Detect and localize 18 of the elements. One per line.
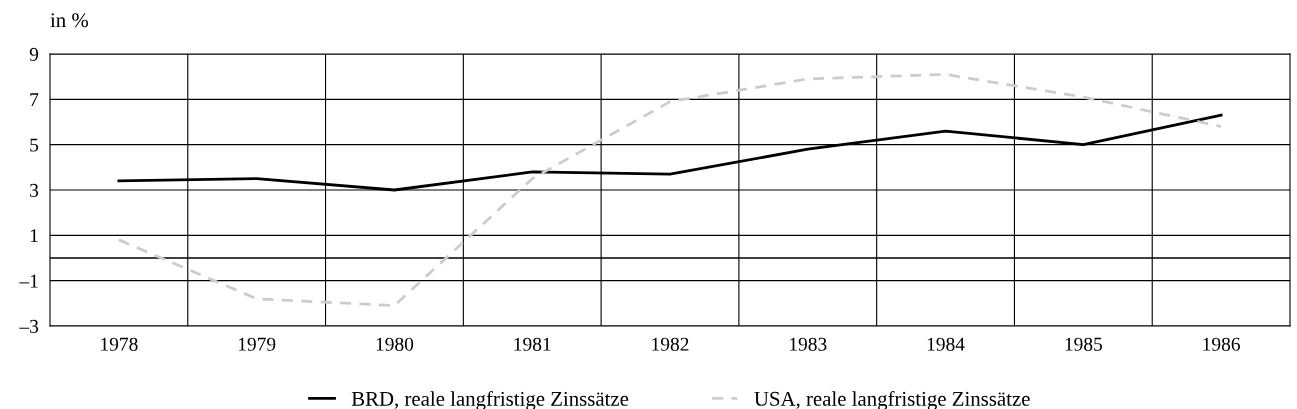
- x-tick-label: 1983: [790, 337, 827, 351]
- x-tick-label: 1981: [514, 337, 551, 351]
- y-tick-label: 9: [29, 47, 39, 61]
- x-tick-label: 1985: [1065, 337, 1103, 351]
- y-tick-label: –3: [19, 319, 39, 333]
- y-tick-label: 3: [30, 183, 39, 197]
- y-tick-label: –1: [19, 274, 38, 288]
- x-tick-label: 1980: [376, 337, 414, 351]
- y-tick-label: 5: [30, 138, 39, 152]
- x-tick-label: 1984: [927, 337, 965, 351]
- y-tick-label: 7: [30, 93, 39, 107]
- x-tick-label: 1979: [238, 337, 276, 351]
- x-tick-label: 1986: [1203, 337, 1240, 351]
- x-tick-label: 1978: [101, 337, 138, 351]
- y-tick-label: 1: [30, 229, 38, 243]
- y-axis-title: in %: [50, 13, 89, 28]
- x-tick-label: 1982: [652, 337, 689, 351]
- line-series: [117, 73, 1223, 307]
